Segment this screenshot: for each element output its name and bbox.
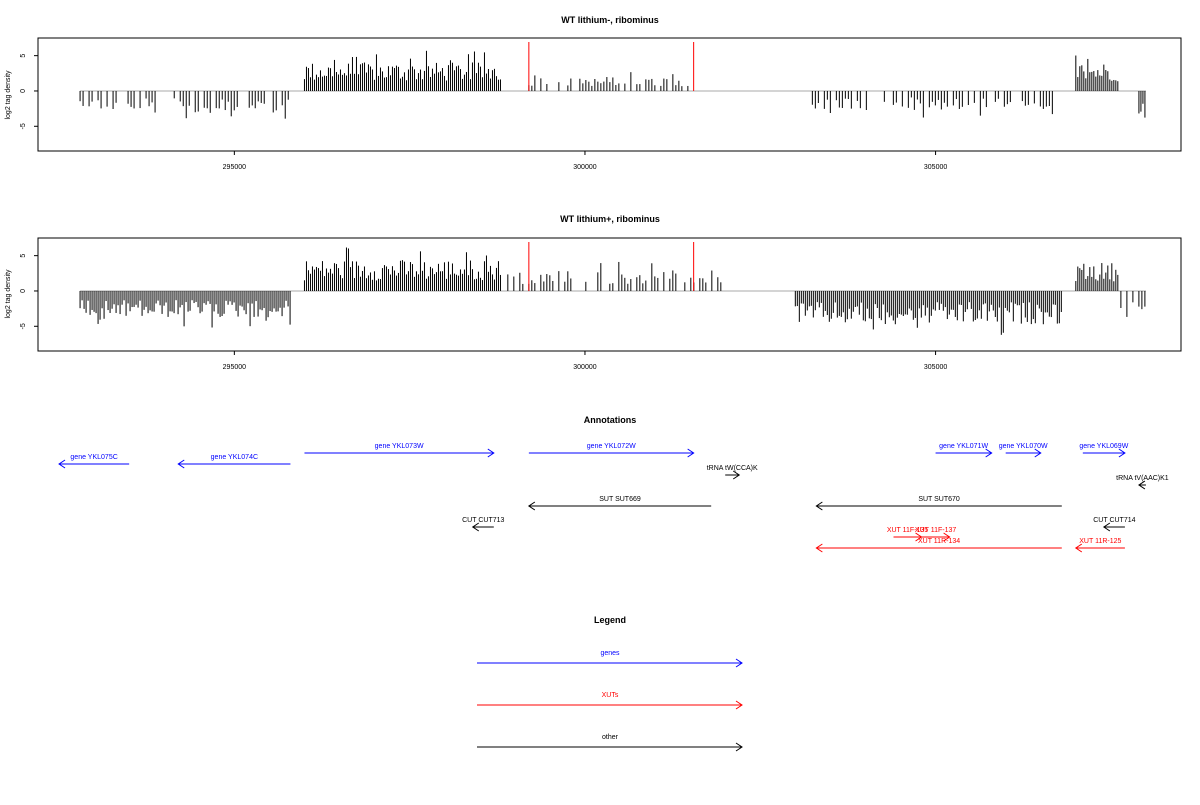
feature-arrow: CUT CUT714 <box>1093 517 1136 532</box>
y-tick-label: 5 <box>20 54 27 58</box>
arrow-head <box>985 448 993 458</box>
panel-title: WT lithium-, ribominus <box>561 15 659 25</box>
feature-label: gene YKL069W <box>1079 443 1128 450</box>
feature-arrow: tRNA tW(CCA)K <box>707 465 758 480</box>
feature-label: tRNA tW(CCA)K <box>707 465 758 472</box>
arrow-head <box>735 700 743 710</box>
plot-frame <box>37 237 1182 352</box>
arrow-head <box>735 658 743 668</box>
arrow-head <box>687 448 695 458</box>
x-tick-label: 305000 <box>924 164 947 171</box>
feature-arrow: XUT 11R-134 <box>815 538 1062 553</box>
feature-label: gene YKL075C <box>70 454 117 461</box>
feature-label: gene YKL073W <box>375 443 424 450</box>
x-axis: 295000 300000 305000 <box>223 351 947 371</box>
arrow-head <box>735 742 743 752</box>
annotations-track: Annotations gene YKL075C gene YKL074Cgene… <box>58 415 1169 553</box>
feature-layer: gene YKL075C gene YKL074C gene YKL073W gene… <box>58 443 1169 553</box>
bar-layer <box>79 242 1146 335</box>
coverage-panel-lithium-minus: WT lithium-, ribominus log2 tag density … <box>5 15 1182 171</box>
x-axis: 295000 300000 305000 <box>223 151 947 171</box>
plot-frame <box>37 37 1182 152</box>
feature-arrow: gene YKL073W <box>304 443 495 458</box>
feature-label: gene YKL074C <box>211 454 258 461</box>
legend-item: XUTs <box>477 692 743 710</box>
feature-arrow: XUT 11F-137 <box>915 527 956 542</box>
feature-label: gene YKL072W <box>587 443 636 450</box>
arrow-head <box>1138 480 1146 490</box>
feature-label: SUT SUT669 <box>599 496 641 503</box>
legend-label: XUTs <box>602 692 619 699</box>
arrow-head <box>177 459 185 469</box>
x-tick-label: 300000 <box>573 364 596 371</box>
legend-items: genes XUTs other <box>477 650 743 752</box>
arrow-head <box>732 470 741 480</box>
bar-layer <box>79 42 1146 119</box>
feature-arrow: XUT 11R-125 <box>1074 538 1125 553</box>
feature-label: XUT 11F-135 <box>887 527 928 534</box>
legend-title: Legend <box>594 615 626 625</box>
feature-arrow: tRNA tV(AAC)K1 <box>1116 475 1169 490</box>
arrow-head <box>815 501 823 511</box>
feature-label: gene YKL070W <box>999 443 1048 450</box>
legend-item: other <box>477 734 743 752</box>
legend-label: genes <box>600 650 620 657</box>
y-tick-label: 5 <box>20 254 27 258</box>
legend-label: other <box>602 734 619 741</box>
arrow-head <box>471 522 480 532</box>
annotations-title: Annotations <box>584 415 637 425</box>
feature-arrow: CUT CUT713 <box>462 517 505 532</box>
feature-arrow: gene YKL074C <box>177 454 291 469</box>
arrow-head <box>815 543 823 553</box>
feature-arrow: gene YKL069W <box>1079 443 1129 458</box>
feature-arrow: gene YKL070W <box>999 443 1048 458</box>
y-axis: -5 0 5 <box>20 254 38 329</box>
x-tick-label: 295000 <box>223 164 246 171</box>
legend-item: genes <box>477 650 743 668</box>
feature-label: gene YKL071W <box>939 443 988 450</box>
arrow-head <box>1118 448 1126 458</box>
y-tick-label: 0 <box>20 89 27 93</box>
arrow-head <box>943 532 951 542</box>
y-axis-label: log2 tag density <box>5 269 12 319</box>
panel-title: WT lithium+, ribominus <box>560 214 660 224</box>
y-axis: -5 0 5 <box>20 54 38 129</box>
arrow-head <box>58 459 66 469</box>
y-axis-label: log2 tag density <box>5 70 12 120</box>
arrow-head <box>487 448 495 458</box>
x-tick-label: 295000 <box>223 364 246 371</box>
arrow-head <box>527 501 536 511</box>
x-tick-label: 305000 <box>924 364 947 371</box>
feature-arrow: SUT SUT670 <box>815 496 1062 511</box>
arrow-head <box>1102 522 1111 532</box>
y-tick-label: -5 <box>20 123 27 129</box>
feature-label: XUT 11F-137 <box>915 527 956 534</box>
feature-arrow: gene YKL071W <box>935 443 993 458</box>
feature-label: XUT 11R-134 <box>918 538 960 545</box>
y-tick-label: 0 <box>20 289 27 293</box>
feature-arrow: gene YKL075C <box>58 454 130 469</box>
feature-label: SUT SUT670 <box>918 496 960 503</box>
feature-label: CUT CUT713 <box>462 517 504 524</box>
feature-label: tRNA tV(AAC)K1 <box>1116 475 1169 482</box>
arrow-head <box>1074 543 1083 553</box>
y-tick-label: -5 <box>20 323 27 329</box>
legend: Legend genes XUTs other <box>477 615 743 752</box>
feature-arrow: SUT SUT669 <box>527 496 712 511</box>
feature-label: XUT 11R-125 <box>1079 538 1121 545</box>
feature-label: CUT CUT714 <box>1093 517 1135 524</box>
arrow-head <box>1034 448 1042 458</box>
coverage-panel-lithium-plus: WT lithium+, ribominus log2 tag density … <box>5 214 1182 371</box>
x-tick-label: 300000 <box>573 164 596 171</box>
feature-arrow: gene YKL072W <box>528 443 695 458</box>
